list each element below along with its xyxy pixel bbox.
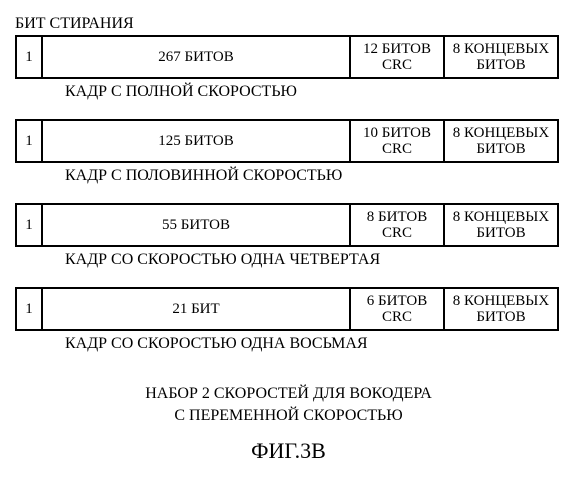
frame-half-rate: 1 125 БИТОВ 10 БИТОВ CRC 8 КОНЦЕВЫХ БИТО… bbox=[15, 119, 562, 185]
erase-bit-cell: 1 bbox=[17, 121, 43, 161]
data-bits-cell: 55 БИТОВ bbox=[43, 205, 351, 245]
tail-bits-cell: 8 КОНЦЕВЫХ БИТОВ bbox=[445, 37, 557, 77]
crc-bits-cell: 12 БИТОВ CRC bbox=[351, 37, 445, 77]
frame-eighth-rate: 1 21 БИТ 6 БИТОВ CRC 8 КОНЦЕВЫХ БИТОВ КА… bbox=[15, 287, 562, 353]
crc-bits-cell: 10 БИТОВ CRC bbox=[351, 121, 445, 161]
frame-quarter-rate: 1 55 БИТОВ 8 БИТОВ CRC 8 КОНЦЕВЫХ БИТОВ … bbox=[15, 203, 562, 269]
figure-title-line2: С ПЕРЕМЕННОЙ СКОРОСТЬЮ bbox=[15, 405, 562, 427]
figure-title: НАБОР 2 СКОРОСТЕЙ ДЛЯ ВОКОДЕРА С ПЕРЕМЕН… bbox=[15, 383, 562, 428]
tail-bits-cell: 8 КОНЦЕВЫХ БИТОВ bbox=[445, 205, 557, 245]
frame-row: 1 125 БИТОВ 10 БИТОВ CRC 8 КОНЦЕВЫХ БИТО… bbox=[15, 119, 559, 163]
frame-caption: КАДР С ПОЛОВИННОЙ СКОРОСТЬЮ bbox=[65, 167, 562, 185]
data-bits-cell: 21 БИТ bbox=[43, 289, 351, 329]
tail-bits-cell: 8 КОНЦЕВЫХ БИТОВ bbox=[445, 121, 557, 161]
data-bits-cell: 125 БИТОВ bbox=[43, 121, 351, 161]
frame-caption: КАДР СО СКОРОСТЬЮ ОДНА ВОСЬМАЯ bbox=[65, 335, 562, 353]
frame-caption: КАДР СО СКОРОСТЬЮ ОДНА ЧЕТВЕРТАЯ bbox=[65, 251, 562, 269]
data-bits-cell: 267 БИТОВ bbox=[43, 37, 351, 77]
erase-bit-cell: 1 bbox=[17, 205, 43, 245]
frame-full-rate: 1 267 БИТОВ 12 БИТОВ CRC 8 КОНЦЕВЫХ БИТО… bbox=[15, 35, 562, 101]
erase-bit-cell: 1 bbox=[17, 289, 43, 329]
erase-bit-cell: 1 bbox=[17, 37, 43, 77]
crc-bits-cell: 8 БИТОВ CRC bbox=[351, 205, 445, 245]
erase-bit-label: БИТ СТИРАНИЯ bbox=[15, 15, 562, 33]
frame-caption: КАДР С ПОЛНОЙ СКОРОСТЬЮ bbox=[65, 83, 562, 101]
frame-row: 1 267 БИТОВ 12 БИТОВ CRC 8 КОНЦЕВЫХ БИТО… bbox=[15, 35, 559, 79]
figure-title-line1: НАБОР 2 СКОРОСТЕЙ ДЛЯ ВОКОДЕРА bbox=[15, 383, 562, 405]
figure-number: ФИГ.3В bbox=[15, 438, 562, 464]
crc-bits-cell: 6 БИТОВ CRC bbox=[351, 289, 445, 329]
frame-row: 1 55 БИТОВ 8 БИТОВ CRC 8 КОНЦЕВЫХ БИТОВ bbox=[15, 203, 559, 247]
frame-row: 1 21 БИТ 6 БИТОВ CRC 8 КОНЦЕВЫХ БИТОВ bbox=[15, 287, 559, 331]
tail-bits-cell: 8 КОНЦЕВЫХ БИТОВ bbox=[445, 289, 557, 329]
